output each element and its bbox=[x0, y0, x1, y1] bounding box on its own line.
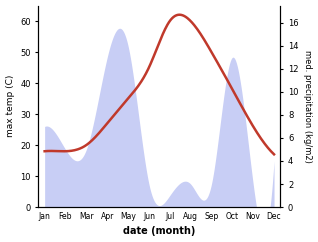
Y-axis label: med. precipitation (kg/m2): med. precipitation (kg/m2) bbox=[303, 50, 313, 163]
X-axis label: date (month): date (month) bbox=[123, 227, 196, 236]
Y-axis label: max temp (C): max temp (C) bbox=[5, 75, 15, 137]
